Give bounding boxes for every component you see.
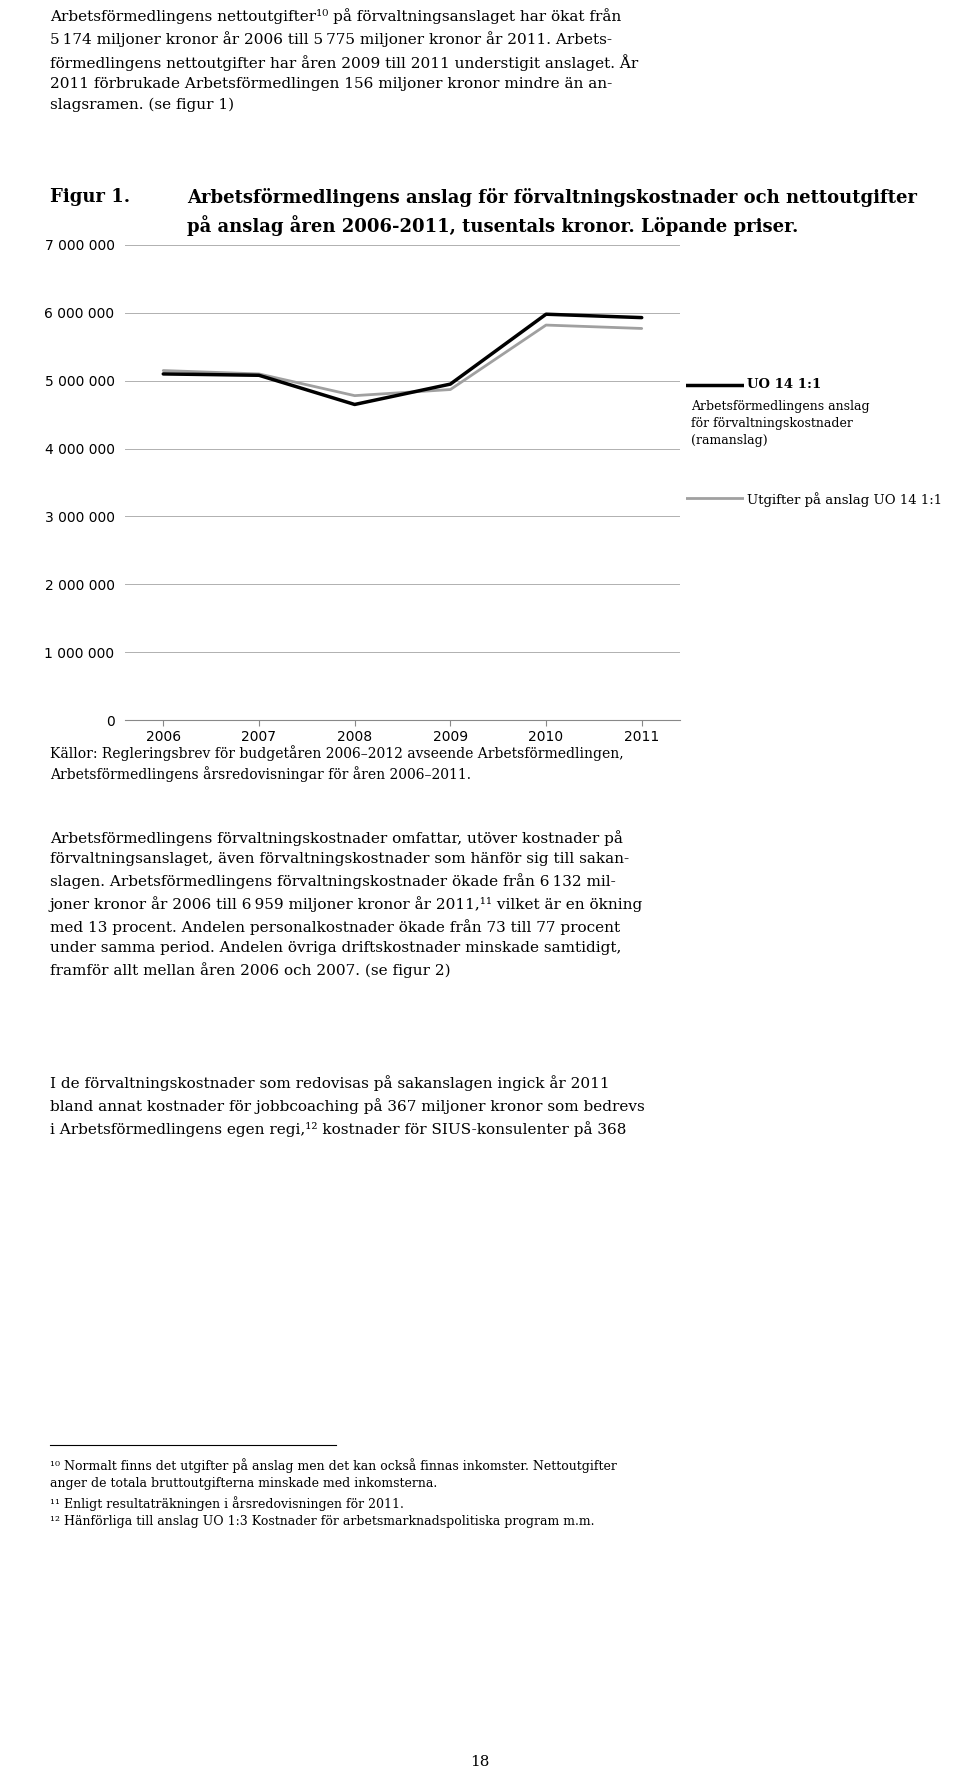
Text: Utgifter på anslag UO 14 1:1: Utgifter på anslag UO 14 1:1 — [747, 492, 942, 507]
Text: Figur 1.: Figur 1. — [50, 188, 130, 205]
Text: ¹⁰ Normalt finns det utgifter på anslag men det kan också finnas inkomster. Nett: ¹⁰ Normalt finns det utgifter på anslag … — [50, 1458, 616, 1528]
Text: UO 14 1:1: UO 14 1:1 — [747, 377, 821, 391]
Text: Arbetsförmedlingens anslag för förvaltningskostnader och nettoutgifter: Arbetsförmedlingens anslag för förvaltni… — [187, 188, 917, 207]
Text: Arbetsförmedlingens nettoutgifter¹⁰ på förvaltningsanslaget har ökat från
5 174 : Arbetsförmedlingens nettoutgifter¹⁰ på f… — [50, 9, 638, 112]
Text: Arbetsförmedlingens förvaltningskostnader omfattar, utöver kostnader på
förvaltn: Arbetsförmedlingens förvaltningskostnade… — [50, 831, 643, 978]
Text: I de förvaltningskostnader som redovisas på sakanslagen ingick år 2011
bland ann: I de förvaltningskostnader som redovisas… — [50, 1075, 645, 1137]
Text: på anslag åren 2006-2011, tusentals kronor. Löpande priser.: på anslag åren 2006-2011, tusentals kron… — [187, 214, 799, 236]
Text: 18: 18 — [470, 1755, 490, 1769]
Text: Källor: Regleringsbrev för budgetåren 2006–2012 avseende Arbetsförmedlingen,
Arb: Källor: Regleringsbrev för budgetåren 20… — [50, 746, 624, 783]
Text: Arbetsförmedlingens anslag
för förvaltningskostnader
(ramanslag): Arbetsförmedlingens anslag för förvaltni… — [691, 400, 870, 446]
